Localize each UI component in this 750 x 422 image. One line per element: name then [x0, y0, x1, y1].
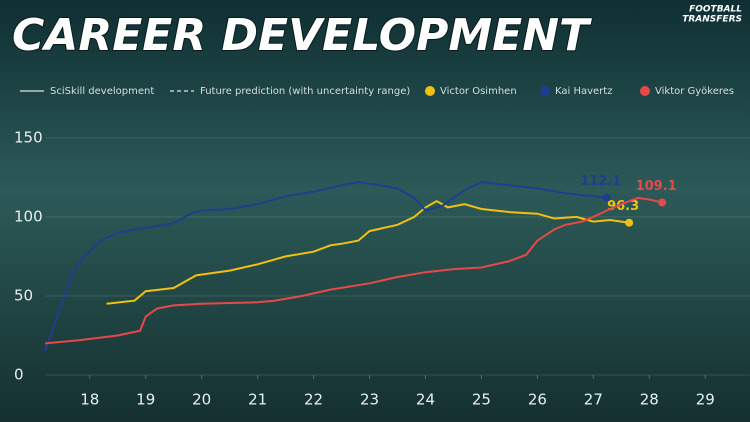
legend-label: Future prediction (with uncertainty rang…	[200, 86, 410, 97]
logo: FOOTBALL	[689, 5, 742, 15]
end-label: 109.1	[636, 179, 677, 194]
y-tick-label: 50	[14, 286, 33, 304]
end-label: 112.1	[580, 174, 621, 189]
x-tick-label: 23	[360, 391, 379, 409]
x-tick-label: 27	[584, 391, 603, 409]
legend: SciSkill development Future prediction (…	[20, 86, 410, 97]
x-tick-label: 21	[248, 391, 267, 409]
legend-label: Viktor Gyökeres	[655, 86, 734, 97]
legend-label: Kai Havertz	[555, 86, 612, 97]
x-tick-label: 19	[136, 391, 155, 409]
y-tick-label: 100	[14, 207, 43, 225]
series-line	[44, 196, 663, 345]
x-tick-label: 18	[80, 391, 99, 409]
legend-marker	[640, 86, 650, 96]
y-tick-label: 150	[14, 128, 43, 146]
x-tick-label: 28	[640, 391, 659, 409]
y-tick-label: 0	[14, 366, 24, 384]
series-line	[44, 181, 607, 352]
x-tick-label: 25	[472, 391, 491, 409]
end-point	[625, 218, 634, 227]
x-tick-label: 29	[696, 391, 715, 409]
chart-title: CAREER DEVELOPMENT	[12, 10, 592, 61]
legend-marker	[425, 86, 435, 96]
x-tick-label: 26	[528, 391, 547, 409]
end-point	[658, 198, 667, 207]
end-label: 96.3	[607, 199, 639, 214]
x-tick-label: 24	[416, 391, 435, 409]
x-tick-label: 22	[304, 391, 323, 409]
logo: TRANSFERS	[682, 15, 742, 25]
end-point	[602, 193, 611, 202]
x-tick-label: 20	[192, 391, 211, 409]
legend-label: SciSkill development	[50, 86, 154, 97]
series-line	[106, 199, 630, 305]
legend-marker	[540, 86, 550, 96]
legend-label: Victor Osimhen	[440, 86, 517, 97]
